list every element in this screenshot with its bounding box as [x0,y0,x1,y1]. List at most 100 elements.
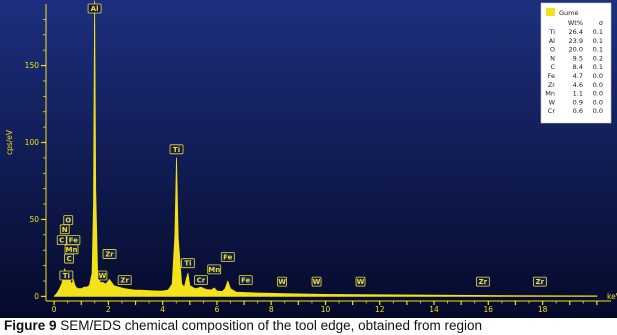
x-tick-label: 10 [321,305,331,314]
peak-label-text: O [65,217,71,225]
peak-label-text: Zr [120,277,129,285]
x-tick-label: 4 [160,305,165,314]
legend-wt-value: 26.4 [569,28,583,36]
peak-label-text: Al [91,5,99,13]
peak-label-box [64,253,74,264]
legend-sigma-value: 0.1 [593,37,603,45]
legend-sigma-value: 0.1 [593,28,603,36]
x-tick-label: 14 [429,305,439,314]
peak-label-box [117,275,132,286]
peak-label: Ti [169,144,184,155]
y-tick-label: 150 [25,61,40,70]
peak-label-text: Fe [241,277,250,285]
x-axis-label: keV [607,292,617,301]
peak-label-text: Ti [173,146,180,154]
peak-label-box [355,276,366,287]
peak-label-box [311,276,322,287]
legend-box [540,2,612,124]
peak-label-text: W [313,278,321,286]
peak-label-box [97,270,108,281]
peak-label: O [63,215,74,225]
legend-sigma-value: 0.0 [593,81,603,89]
peak-label: Ti [181,258,195,269]
peak-label: W [97,270,108,281]
legend-wt-value: 9.5 [573,54,583,62]
peak-label: C [64,253,74,264]
legend-element: Fe [548,72,555,80]
x-tick-label: 6 [215,305,220,314]
peak-label-text: W [99,272,107,280]
peak-label: N [59,224,70,235]
legend-element: W [549,98,556,106]
axes-group: 0 2 4 6 8 10 12 14 16 18 keV 0 50 100 150 cps/eV [5,4,617,314]
peak-label: Cr [194,275,208,286]
peak-label-box [59,224,70,235]
peak-label-box [238,275,253,286]
peak-label-text: C [59,237,64,245]
peak-label-text: W [357,278,365,286]
peak-label: W [355,276,366,287]
peak-label: Zr [102,249,117,259]
peak-label-box [194,275,208,286]
legend-element: Mn [545,90,555,98]
peak-label-box [277,276,287,287]
peak-label: W [311,276,322,287]
peak-label-text: Ti [184,260,191,268]
peak-label-text: Mn [66,246,78,254]
peak-label-box [59,270,74,281]
legend-sigma-value: 0.2 [593,54,603,62]
peak-label: Zr [117,275,132,286]
legend-element: O [550,46,555,54]
peak-label-text: N [62,226,68,234]
legend-wt-value: 0.6 [573,107,583,115]
legend-header-wt: Wt% [568,19,583,27]
legend-element: Cr [548,107,556,115]
y-tick-label: 100 [25,138,40,147]
eds-spectrum-chart: 024681012141618keV050100150cps/eV AlTiON… [0,0,617,318]
legend-element: Ti [548,28,555,36]
legend-wt-value: 20.0 [569,46,583,54]
legend-element: N [550,54,555,62]
legend-wt-value: 1.1 [573,90,583,98]
x-tick-label: 18 [538,305,548,314]
legend-sigma-value: 0.0 [593,72,603,80]
x-tick-label: 2 [106,305,111,314]
legend-series-name: Gume [559,9,579,17]
legend-wt-value: 23.9 [569,37,583,45]
x-tick-label: 0 [52,305,57,314]
legend-header-sigma: σ [599,19,603,27]
peak-label: Zr [475,276,490,287]
peak-label-text: Fe [69,237,78,245]
legend-element: Al [549,37,555,45]
peak-label: Fe [220,252,235,262]
peak-label: C [56,235,67,246]
peak-label: Al [87,3,102,14]
peak-label: Fe [238,275,253,286]
peak-label-box [102,249,117,259]
legend-element: C [550,63,555,71]
peak-label-box [87,3,102,14]
y-tick-label: 0 [34,292,39,301]
legend-sigma-value: 0.0 [593,90,603,98]
peak-label-text: W [278,278,286,286]
spectrum-series [53,0,598,297]
peak-label-text: Mn [208,266,220,274]
peak-label-box [169,144,184,155]
peak-label-box [475,276,490,287]
caption-label: Figure 9 [4,318,57,333]
series-layer [53,0,598,297]
legend-wt-value: 4.6 [573,81,583,89]
y-axis-label: cps/eV [5,129,14,155]
figure-caption: Figure 9 SEM/EDS chemical composition of… [4,318,617,333]
peak-label-text: C [66,255,71,263]
legend-sigma-value: 0.0 [593,107,603,115]
peak-label-text: Zr [105,250,114,258]
caption-text: SEM/EDS chemical composition of the tool… [56,318,482,333]
legend-wt-value: 0.9 [573,98,583,106]
plot-background [0,0,617,318]
peak-label: Fe [66,235,81,246]
peak-label-box [532,276,547,287]
peak-label-text: Cr [197,277,206,285]
legend-sigma-value: 0.1 [593,46,603,54]
